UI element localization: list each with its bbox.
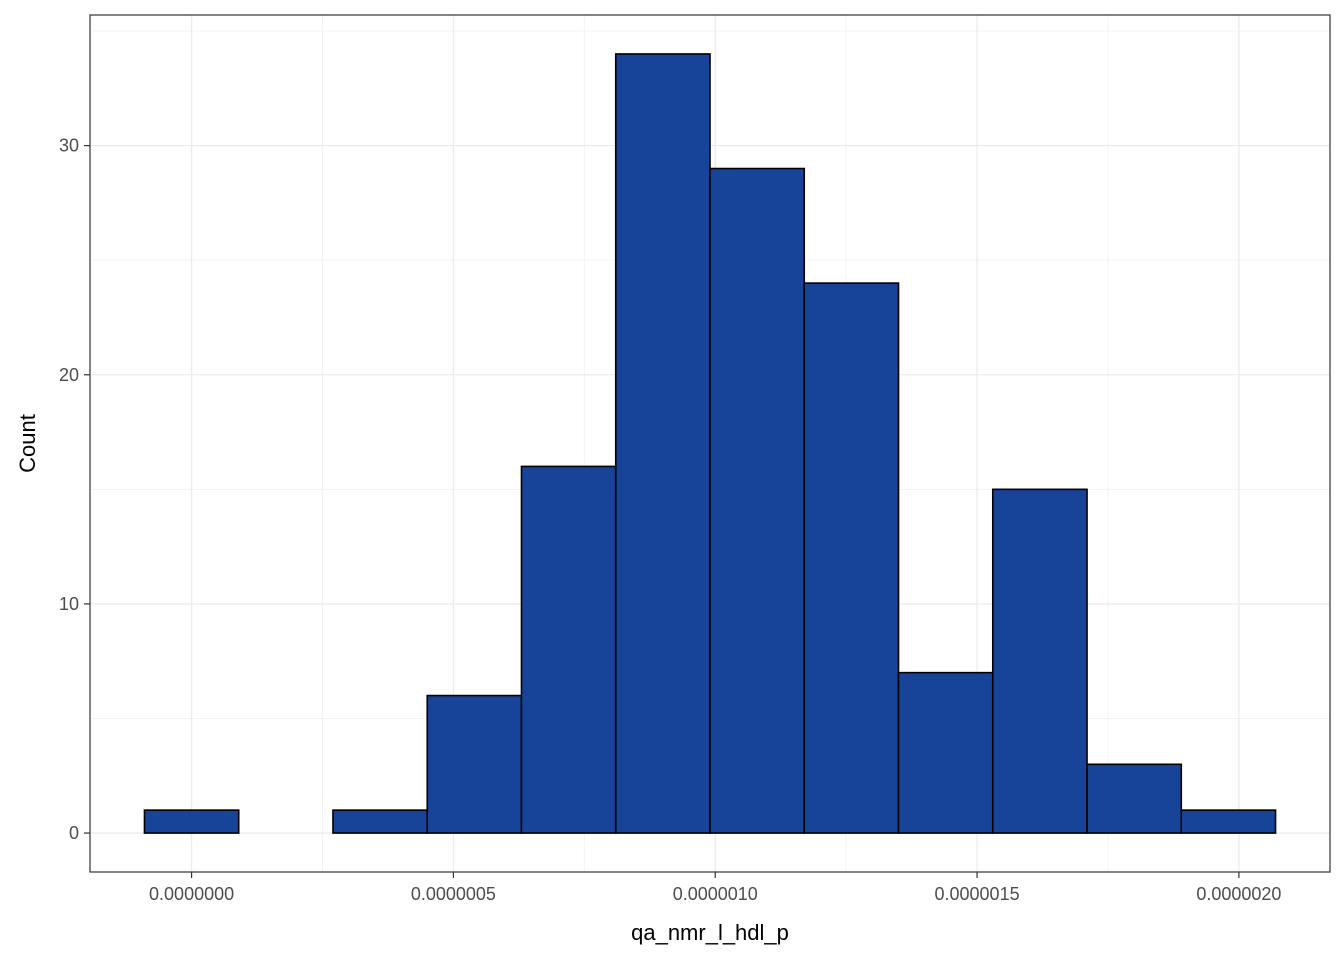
x-tick-label: 0.0000020 bbox=[1196, 884, 1281, 904]
histogram-bar-6 bbox=[614, 53, 711, 834]
y-tick-label: 20 bbox=[59, 365, 79, 385]
histogram-bar-7 bbox=[709, 167, 806, 834]
histogram-bar-8 bbox=[803, 282, 900, 834]
x-tick-label: 0.0000010 bbox=[673, 884, 758, 904]
x-tick-label: 0.0000015 bbox=[935, 884, 1020, 904]
panel-border bbox=[89, 14, 1331, 873]
histogram-bar-11 bbox=[1086, 763, 1183, 834]
y-tick-label: 0 bbox=[69, 823, 79, 843]
x-tick-label: 0.0000005 bbox=[411, 884, 496, 904]
histogram-bar-9 bbox=[897, 671, 994, 834]
histogram-bar-10 bbox=[991, 488, 1088, 834]
x-tick-label: 0.0000000 bbox=[149, 884, 234, 904]
tick-layer: 0.0000000 0.0000005 0.0000010 0.0000015 0.00… bbox=[59, 136, 1281, 904]
histogram-bar-4 bbox=[426, 694, 523, 834]
histogram-bar-5 bbox=[520, 465, 617, 834]
bar-layer bbox=[143, 53, 1277, 834]
y-axis-title: Count bbox=[15, 414, 40, 473]
histogram-bar-1 bbox=[143, 809, 240, 834]
histogram-bar-3 bbox=[332, 809, 429, 834]
histogram-bar-12 bbox=[1180, 809, 1277, 834]
y-tick-label: 30 bbox=[59, 136, 79, 156]
x-axis-title: qa_nmr_l_hdl_p bbox=[631, 920, 789, 945]
y-tick-label: 10 bbox=[59, 594, 79, 614]
